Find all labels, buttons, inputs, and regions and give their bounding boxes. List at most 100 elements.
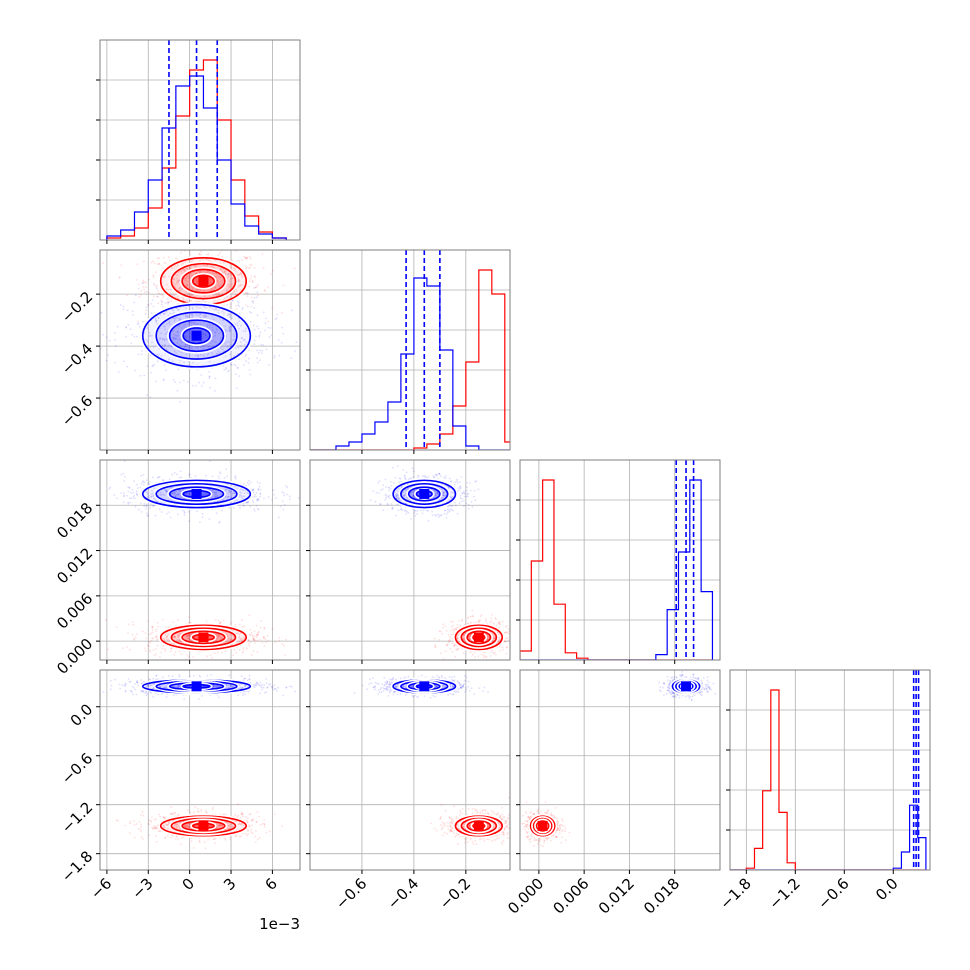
red-sample-point	[209, 278, 212, 281]
blue-sample-point	[253, 306, 255, 309]
red-sample-point	[183, 269, 185, 271]
red-sample-point	[256, 811, 258, 813]
red-sample-point	[186, 280, 189, 283]
red-sample-point	[163, 638, 166, 641]
blue-sample-point	[136, 493, 139, 496]
blue-sample-point	[214, 341, 217, 344]
blue-sample-point	[261, 352, 263, 354]
red-sample-point	[243, 637, 246, 639]
blue-sample-point	[122, 501, 125, 503]
red-sample-point	[229, 283, 232, 286]
blue-sample-point	[447, 511, 449, 514]
red-sample-point	[190, 294, 193, 296]
blue-sample-point	[191, 313, 194, 316]
red-sample-point	[234, 268, 237, 270]
blue-sample-point	[181, 341, 184, 344]
red-sample-point	[122, 647, 124, 650]
blue-sample-point	[459, 485, 462, 488]
red-sample-point	[181, 262, 184, 264]
blue-sample-point	[197, 345, 199, 348]
blue-sample-point	[205, 336, 207, 339]
blue-sample-point	[139, 486, 142, 489]
blue-sample-point	[205, 315, 208, 318]
blue-sample-point	[444, 475, 447, 477]
blue-sample-point	[230, 363, 233, 366]
red-sample-point	[201, 258, 204, 261]
red-sample-point	[498, 621, 500, 624]
blue-sample-point	[388, 489, 391, 492]
red-sample-point	[238, 260, 241, 262]
blue-sample-point	[141, 282, 144, 285]
red-sample-point	[165, 626, 168, 629]
red-sample-point	[142, 838, 144, 840]
blue-sample-point	[59, 332, 61, 334]
red-sample-point	[203, 290, 205, 293]
blue-sample-point	[181, 288, 183, 291]
red-sample-point	[147, 620, 150, 623]
red-sample-point	[257, 294, 259, 297]
red-sample-point	[134, 636, 137, 639]
blue-sample-point	[164, 328, 167, 331]
red-sample-point	[253, 266, 256, 269]
blue-sample-point	[154, 514, 157, 517]
blue-sample-point	[208, 375, 211, 378]
blue-sample-point	[270, 334, 273, 336]
red-sample-point	[226, 639, 229, 641]
red-sample-point	[166, 635, 169, 637]
blue-sample-point	[246, 292, 249, 294]
red-sample-point	[242, 812, 244, 815]
blue-sample-point	[154, 317, 157, 320]
red-sample-point	[188, 635, 191, 637]
blue-sample-point	[156, 295, 159, 298]
blue-sample-point	[135, 490, 138, 493]
blue-sample-point	[392, 482, 395, 484]
red-sample-point	[148, 649, 151, 652]
red-sample-point	[469, 651, 472, 654]
blue-sample-point	[255, 492, 258, 494]
red-sample-point	[196, 636, 198, 639]
red-sample-point	[251, 280, 254, 283]
red-sample-point	[202, 264, 205, 266]
red-sample-point	[141, 810, 144, 813]
red-sample-point	[485, 620, 487, 622]
blue-sample-point	[137, 287, 140, 290]
blue-sample-point	[168, 511, 171, 513]
red-sample-point	[494, 653, 497, 656]
red-sample-point	[128, 648, 131, 651]
red-sample-point	[185, 277, 188, 280]
red-sample-point	[227, 640, 230, 643]
red-sample-point	[199, 271, 201, 273]
red-sample-point	[263, 819, 266, 821]
blue-sample-point	[180, 340, 182, 343]
red-sample-point	[190, 840, 193, 843]
red-sample-point	[183, 270, 186, 272]
red-sample-point	[184, 277, 186, 280]
red-sample-point	[132, 623, 135, 626]
red-sample-point	[184, 241, 186, 243]
red-sample-point	[223, 304, 226, 307]
blue-sample-point	[228, 341, 230, 343]
blue-sample-point	[150, 371, 152, 374]
blue-sample-point	[385, 486, 387, 488]
red-sample-point	[161, 294, 164, 296]
red-sample-point	[201, 271, 204, 273]
red-sample-point	[154, 636, 157, 639]
red-sample-point	[498, 626, 501, 628]
red-sample-point	[257, 283, 259, 286]
red-sample-point	[173, 283, 176, 286]
red-sample-point	[254, 639, 256, 642]
blue-sample-point	[247, 357, 250, 360]
blue-sample-point	[259, 482, 261, 485]
blue-sample-point	[382, 484, 384, 486]
blue-sample-point	[417, 474, 419, 477]
blue-sample-point	[208, 360, 211, 363]
blue-sample-point	[108, 339, 111, 342]
blue-sample-point	[163, 344, 166, 347]
red-sample-point	[259, 836, 261, 839]
blue-sample-point	[384, 478, 387, 481]
red-sample-point	[176, 281, 178, 283]
red-sample-point	[186, 636, 189, 639]
panel-content	[520, 460, 720, 660]
y-tick-label: 0.000	[53, 635, 96, 678]
red-sample-point	[212, 806, 214, 809]
